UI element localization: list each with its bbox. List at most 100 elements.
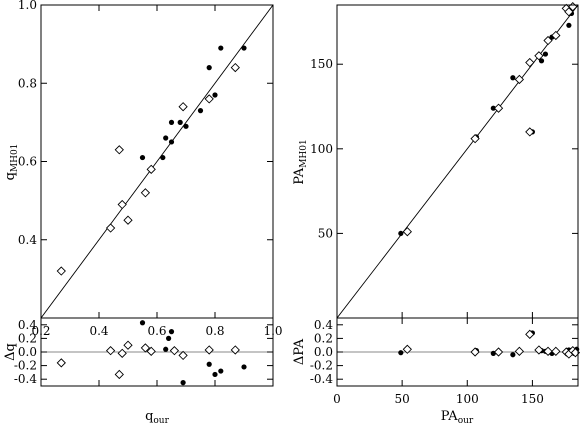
- q-resid-point-filled: [218, 368, 224, 374]
- pa-resid-point-open: [470, 347, 480, 357]
- q-main-point-filled: [241, 45, 247, 51]
- pa-resid-y-tick-label: 0.2: [314, 331, 333, 345]
- q-main-point-filled: [218, 45, 224, 51]
- q-main-point-filled: [160, 154, 166, 161]
- q-main-point-filled: [197, 108, 204, 114]
- pa-resid-x-tick-label: 50: [394, 392, 409, 406]
- q-resid-point-open: [140, 343, 151, 353]
- pa-resid-point-open: [493, 347, 504, 357]
- q-main-point-open: [105, 223, 116, 233]
- q-resid-point-filled: [206, 361, 212, 367]
- q-main-point-filled: [168, 139, 175, 145]
- pa-main-y-tick-label: 100: [310, 142, 333, 156]
- q-x-axis-label: qour: [145, 409, 170, 425]
- q-main-point-open: [230, 62, 240, 73]
- q-main-point-filled: [212, 92, 218, 98]
- q-resid-point-filled: [241, 364, 247, 370]
- q-resid-y-tick-label: -0.2: [14, 359, 37, 373]
- pa-main-point-filled: [510, 75, 516, 81]
- q-resid-point-open: [114, 369, 124, 380]
- pa-main-point-filled: [398, 230, 404, 237]
- pa-main-y-tick-label: 150: [310, 57, 333, 71]
- pa-resid-point-open: [402, 344, 412, 354]
- pa-main-point-open: [525, 57, 535, 68]
- q-main-point-open: [56, 266, 66, 276]
- q-resid-point-open: [56, 358, 66, 368]
- q-main-x-tick-label: 0.6: [147, 324, 166, 338]
- q-main-point-filled: [163, 135, 169, 141]
- pa-resid-x-tick-label: 0: [333, 392, 341, 406]
- pa-main-point-open: [551, 30, 561, 41]
- q-main-point-open: [140, 188, 151, 198]
- pa-main-point-filled: [542, 51, 549, 57]
- pa-main-point-open: [402, 227, 412, 237]
- q-resid-point-open: [123, 340, 133, 350]
- pa-resid-point-open: [525, 329, 535, 339]
- q-main-y-tick-label: 0.8: [18, 76, 37, 90]
- q-resid-y-tick-label: 0.2: [18, 331, 37, 345]
- pa-main-point-open: [525, 127, 535, 137]
- pa-main-panel: 50 100 150: [310, 2, 579, 319]
- q-resid-point-filled: [212, 371, 218, 378]
- q-main-y-tick-label: 0.6: [18, 155, 37, 169]
- pa-resid-point-filled: [510, 352, 516, 358]
- q-resid-y-tick-label: -0.4: [14, 372, 38, 386]
- q-main-point-open: [114, 145, 124, 155]
- pa-main-point-open: [534, 51, 544, 61]
- pa-main-point-open: [564, 7, 574, 17]
- q-main-y-axis-label: qMH01: [3, 144, 20, 181]
- q-main-point-filled: [206, 65, 212, 71]
- pa-main-point-open: [514, 74, 525, 85]
- q-main-point-filled: [168, 119, 175, 125]
- q-resid-y-tick-label: 0.0: [18, 345, 37, 359]
- q-resid-point-filled: [139, 320, 146, 326]
- pa-main-y-axis-label: PAMH01: [292, 139, 309, 184]
- q-main-point-open: [204, 94, 214, 104]
- pa-resid-point-filled: [398, 350, 404, 356]
- q-resid-point-filled: [168, 329, 175, 335]
- q-main-point-filled: [139, 154, 146, 161]
- pa-resid-point-open: [514, 346, 525, 356]
- pa-main-point-open: [493, 103, 504, 113]
- pa-main-one-to-one-line: [337, 5, 578, 318]
- q-main-x-tick-label: 0.4: [89, 324, 108, 338]
- pa-resid-point-open: [543, 346, 553, 356]
- pa-main-point-filled: [538, 58, 545, 64]
- pa-resid-point-open: [551, 346, 561, 356]
- q-resid-point-open: [117, 348, 127, 358]
- q-main-y-tick-label: 0.4: [18, 233, 37, 247]
- q-main-x-tick-label: 0.8: [205, 324, 224, 338]
- q-resid-point-open: [105, 346, 116, 356]
- q-resid-panel: 0.4 0.20.0-0.2-0.4: [14, 317, 274, 387]
- pa-resid-x-tick-label: 100: [456, 392, 479, 406]
- q-main-point-open: [123, 215, 133, 225]
- pa-resid-y-tick-label: 0.0: [314, 345, 333, 359]
- q-main-one-to-one-line: [41, 5, 273, 318]
- pa-x-axis-label: PAour: [441, 409, 474, 425]
- pa-resid-y-tick-label: 0.4: [314, 318, 333, 332]
- q-resid-point-open: [204, 345, 214, 355]
- q-resid-point-open: [169, 346, 180, 356]
- pa-resid-y-tick-label: -0.4: [310, 372, 334, 386]
- q-resid-point-filled: [166, 335, 172, 341]
- q-main-point-filled: [183, 123, 189, 129]
- q-main-point-open: [146, 164, 156, 174]
- q-resid-point-filled: [180, 380, 186, 386]
- q-main-y-tick-label: 1.0: [18, 0, 37, 12]
- pa-resid-y-axis-label: ΔPA: [292, 338, 307, 365]
- pa-resid-frame: [336, 317, 579, 387]
- pa-main-point-open: [470, 134, 480, 144]
- pa-resid-point-open: [534, 345, 544, 355]
- pa-resid-y-tick-label: -0.2: [310, 359, 333, 373]
- q-resid-point-open: [178, 350, 188, 361]
- q-resid-y-axis-label: Δq: [3, 343, 18, 361]
- q-resid-point-filled: [163, 346, 169, 352]
- q-main-point-open: [117, 199, 127, 210]
- pa-main-point-filled: [566, 22, 572, 28]
- q-resid-point-open: [146, 346, 156, 356]
- pa-resid-x-tick-label: 150: [521, 392, 544, 406]
- q-main-point-open: [178, 102, 188, 112]
- q-main-point-filled: [177, 119, 183, 125]
- q-resid-point-open: [230, 345, 240, 355]
